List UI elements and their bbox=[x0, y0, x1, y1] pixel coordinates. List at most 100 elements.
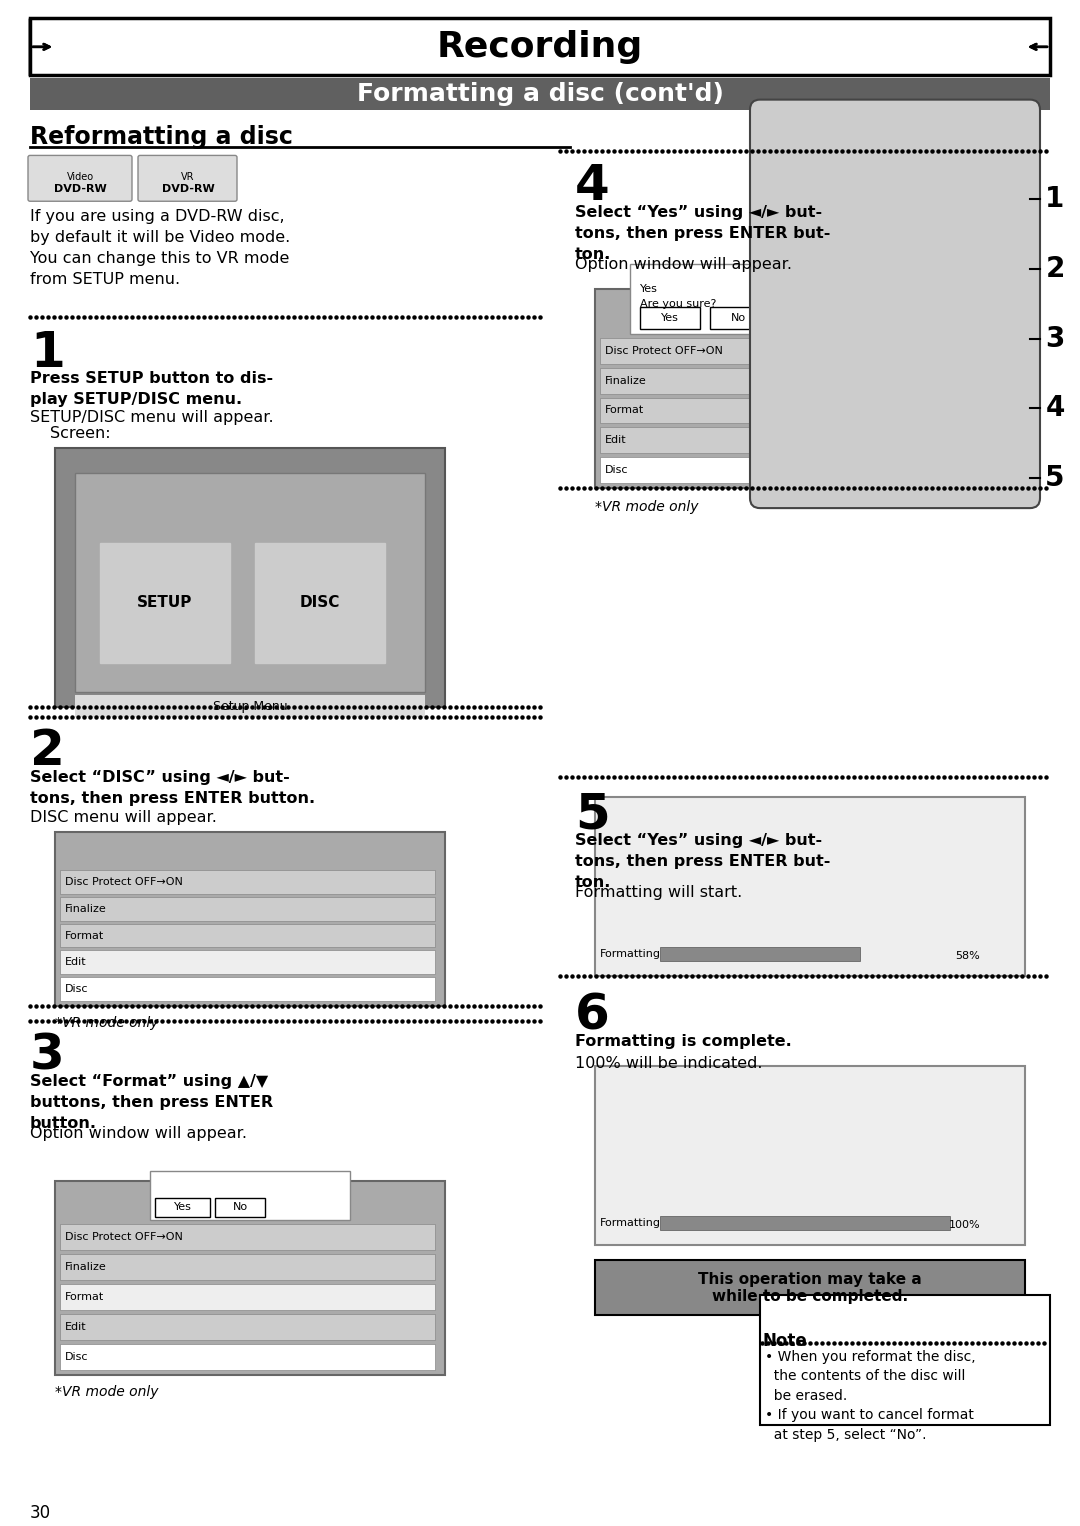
Text: 30: 30 bbox=[30, 1505, 51, 1523]
Text: Finalize: Finalize bbox=[65, 903, 107, 914]
Bar bbox=[595, 288, 1025, 488]
Text: Formatting will start.: Formatting will start. bbox=[575, 885, 742, 900]
Text: Select “Yes” using ◄/► but-
tons, then press ENTER but-
ton.: Select “Yes” using ◄/► but- tons, then p… bbox=[575, 204, 831, 262]
Bar bbox=[595, 1067, 1025, 1245]
Text: 3: 3 bbox=[30, 1032, 65, 1079]
Bar bbox=[255, 543, 384, 662]
Text: 1: 1 bbox=[1045, 185, 1065, 214]
Text: Disc: Disc bbox=[605, 465, 629, 475]
Text: Screen:: Screen: bbox=[50, 426, 110, 441]
Bar bbox=[760, 1296, 1050, 1425]
Text: Finalize: Finalize bbox=[65, 1262, 107, 1273]
Text: Are you sure?: Are you sure? bbox=[640, 299, 716, 308]
Bar bbox=[600, 427, 1018, 453]
Text: No: No bbox=[232, 1202, 247, 1213]
Text: Edit: Edit bbox=[605, 435, 626, 446]
Bar bbox=[55, 449, 445, 708]
Text: 4: 4 bbox=[1045, 395, 1065, 423]
Text: Format: Format bbox=[65, 931, 105, 940]
Text: DVD-RW: DVD-RW bbox=[54, 185, 106, 194]
Text: Yes: Yes bbox=[174, 1202, 192, 1213]
Bar bbox=[710, 307, 765, 328]
Bar bbox=[30, 18, 1050, 75]
Bar bbox=[600, 337, 1018, 363]
Text: 1: 1 bbox=[30, 328, 65, 377]
Text: Finalize: Finalize bbox=[605, 375, 647, 386]
Text: This operation may take a
while to be completed.: This operation may take a while to be co… bbox=[698, 1273, 922, 1305]
Text: 5: 5 bbox=[1045, 464, 1065, 493]
Text: Formatting is complete.: Formatting is complete. bbox=[575, 1035, 792, 1050]
Text: Yes: Yes bbox=[661, 313, 679, 324]
FancyBboxPatch shape bbox=[750, 99, 1040, 508]
Bar bbox=[60, 870, 435, 894]
Text: Disc: Disc bbox=[65, 984, 89, 995]
Text: Select “Format” using ▲/▼
buttons, then press ENTER
button.: Select “Format” using ▲/▼ buttons, then … bbox=[30, 1074, 273, 1131]
Bar bbox=[600, 368, 1018, 394]
Text: 2: 2 bbox=[1045, 255, 1065, 282]
Text: Disc Protect OFF→ON: Disc Protect OFF→ON bbox=[605, 346, 723, 356]
Bar bbox=[60, 897, 435, 920]
Bar bbox=[595, 797, 1025, 977]
Bar bbox=[60, 951, 435, 975]
Text: Disc: Disc bbox=[65, 1352, 89, 1361]
Text: *VR mode only: *VR mode only bbox=[55, 1016, 159, 1030]
Text: DVD-RW: DVD-RW bbox=[162, 185, 214, 194]
Bar bbox=[75, 696, 426, 717]
Bar bbox=[595, 1260, 1025, 1315]
Text: Setup Menu: Setup Menu bbox=[213, 700, 287, 713]
Text: DISC menu will appear.: DISC menu will appear. bbox=[30, 810, 217, 826]
FancyBboxPatch shape bbox=[138, 156, 237, 201]
FancyBboxPatch shape bbox=[30, 20, 1050, 75]
Text: Press SETUP button to dis-
play SETUP/DISC menu.: Press SETUP button to dis- play SETUP/DI… bbox=[30, 371, 273, 406]
Bar bbox=[75, 473, 426, 693]
Text: • When you reformat the disc,
  the contents of the disc will
  be erased.
• If : • When you reformat the disc, the conten… bbox=[765, 1351, 975, 1442]
Text: Formatting: Formatting bbox=[600, 1218, 661, 1228]
Text: Recording: Recording bbox=[437, 31, 643, 64]
Bar bbox=[60, 977, 435, 1001]
Text: Disc Protect OFF→ON: Disc Protect OFF→ON bbox=[65, 1233, 183, 1242]
Text: 4: 4 bbox=[575, 162, 610, 211]
Bar bbox=[55, 832, 445, 1006]
Bar bbox=[660, 1216, 950, 1230]
Text: If you are using a DVD-RW disc,
by default it will be Video mode.
You can change: If you are using a DVD-RW disc, by defau… bbox=[30, 209, 291, 287]
Text: No: No bbox=[730, 313, 745, 324]
Text: 58%: 58% bbox=[955, 951, 980, 961]
Bar bbox=[60, 923, 435, 948]
Text: 2: 2 bbox=[30, 728, 65, 775]
Text: Option window will appear.: Option window will appear. bbox=[30, 1126, 247, 1141]
Text: Yes: Yes bbox=[640, 284, 658, 295]
Text: Option window will appear.: Option window will appear. bbox=[575, 256, 792, 272]
Bar bbox=[600, 397, 1018, 423]
Text: 100% will be indicated.: 100% will be indicated. bbox=[575, 1056, 762, 1071]
Bar bbox=[55, 1181, 445, 1375]
Bar bbox=[60, 1224, 435, 1250]
Text: SETUP/DISC menu will appear.: SETUP/DISC menu will appear. bbox=[30, 410, 273, 426]
Bar bbox=[60, 1254, 435, 1280]
Text: Format: Format bbox=[605, 406, 645, 415]
Text: VR: VR bbox=[181, 172, 194, 182]
Bar bbox=[60, 1344, 435, 1370]
Text: DISC: DISC bbox=[300, 595, 340, 610]
Text: SETUP: SETUP bbox=[137, 595, 192, 610]
Text: Disc Protect OFF→ON: Disc Protect OFF→ON bbox=[65, 877, 183, 887]
Bar bbox=[30, 78, 1050, 110]
Bar bbox=[660, 948, 860, 961]
Text: Format: Format bbox=[65, 1293, 105, 1302]
Bar bbox=[630, 264, 850, 334]
Text: Select “Yes” using ◄/► but-
tons, then press ENTER but-
ton.: Select “Yes” using ◄/► but- tons, then p… bbox=[575, 833, 831, 890]
Text: Edit: Edit bbox=[65, 957, 86, 967]
Text: 5: 5 bbox=[575, 790, 610, 838]
Bar bbox=[156, 1198, 210, 1218]
Text: Select “DISC” using ◄/► but-
tons, then press ENTER button.: Select “DISC” using ◄/► but- tons, then … bbox=[30, 771, 315, 806]
Text: Edit: Edit bbox=[65, 1322, 86, 1332]
FancyBboxPatch shape bbox=[28, 156, 132, 201]
Bar bbox=[60, 1285, 435, 1311]
Bar bbox=[215, 1198, 265, 1218]
Bar bbox=[640, 307, 700, 328]
Bar bbox=[60, 1314, 435, 1340]
Bar bbox=[600, 458, 1018, 484]
Text: Formatting: Formatting bbox=[600, 949, 661, 960]
Text: 3: 3 bbox=[1045, 325, 1065, 353]
Text: *VR mode only: *VR mode only bbox=[55, 1384, 159, 1399]
Text: 6: 6 bbox=[575, 992, 610, 1039]
